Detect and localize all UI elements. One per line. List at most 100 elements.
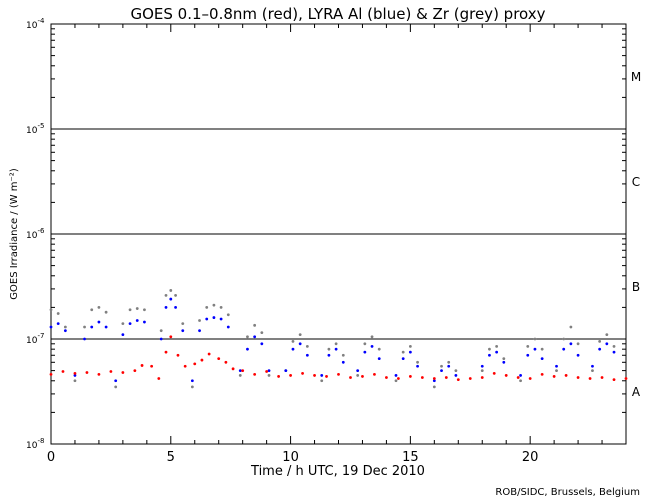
y-tick-label: 10-6 — [26, 227, 45, 241]
data-point — [605, 333, 609, 337]
data-point — [612, 378, 616, 382]
data-point — [363, 342, 367, 346]
data-point — [420, 376, 424, 379]
data-point — [564, 374, 568, 377]
data-point — [502, 360, 506, 364]
data-point — [49, 373, 53, 376]
data-point — [605, 342, 609, 346]
data-point — [150, 364, 154, 368]
data-point — [164, 350, 168, 354]
data-point — [394, 379, 398, 383]
data-point — [291, 347, 295, 351]
x-tick-label: 15 — [402, 450, 419, 465]
data-point — [277, 375, 281, 378]
data-point — [224, 360, 228, 364]
data-point — [114, 385, 118, 389]
data-point — [526, 353, 530, 357]
data-point — [540, 357, 544, 361]
data-point — [480, 376, 484, 379]
data-point — [334, 342, 338, 346]
data-point — [401, 357, 405, 361]
data-point — [502, 357, 506, 361]
data-point — [284, 369, 288, 373]
data-point — [63, 325, 67, 329]
data-point — [97, 305, 101, 309]
data-point — [226, 325, 230, 329]
y-tick-label: 10-4 — [26, 17, 45, 31]
data-point — [370, 345, 374, 348]
data-point — [97, 320, 101, 324]
data-point — [516, 376, 520, 379]
data-point — [212, 303, 216, 307]
data-point — [444, 376, 448, 379]
data-point — [97, 373, 101, 376]
data-point — [327, 347, 331, 351]
data-point — [83, 337, 86, 341]
data-point — [181, 329, 185, 333]
data-point — [121, 371, 125, 374]
data-point — [181, 322, 185, 326]
data-point — [56, 322, 60, 326]
data-point — [73, 372, 77, 375]
data-point — [363, 350, 367, 354]
data-point — [143, 320, 146, 324]
data-point — [157, 377, 161, 380]
data-point — [562, 337, 566, 341]
data-point — [298, 333, 302, 337]
data-point — [109, 370, 113, 373]
credit-text: ROB/SIDC, Brussels, Belgium — [495, 487, 640, 498]
data-point — [301, 372, 304, 375]
data-point — [169, 289, 173, 292]
data-point — [447, 360, 451, 364]
data-point — [408, 345, 412, 348]
data-point — [133, 369, 137, 373]
y-tick-label: 10-5 — [26, 122, 44, 136]
flare-class-labels: A B C M — [631, 70, 641, 399]
data-point — [555, 369, 558, 373]
data-point — [488, 347, 491, 351]
data-point — [540, 347, 544, 351]
class-label: B — [632, 280, 640, 294]
data-point — [334, 347, 338, 351]
series-red — [49, 335, 628, 382]
data-point — [291, 339, 295, 343]
data-point — [569, 342, 573, 346]
data-point — [396, 377, 400, 380]
data-point — [56, 312, 60, 315]
data-point — [533, 337, 537, 341]
data-point — [492, 372, 496, 375]
data-point — [183, 364, 187, 368]
data-point — [480, 369, 484, 373]
data-point — [238, 369, 242, 373]
data-point — [320, 379, 324, 383]
data-point — [401, 350, 405, 354]
data-point — [135, 319, 139, 322]
data-point — [468, 377, 472, 380]
data-point — [349, 376, 352, 379]
data-point — [373, 373, 376, 376]
data-point — [169, 335, 173, 339]
data-point — [176, 353, 180, 357]
data-point — [114, 379, 118, 383]
data-point — [90, 308, 94, 312]
data-point — [253, 335, 257, 339]
series-grey — [49, 289, 616, 389]
data-point — [480, 364, 484, 368]
data-point — [159, 329, 163, 333]
data-point — [289, 374, 292, 377]
data-point — [612, 350, 616, 354]
data-point — [576, 376, 580, 379]
data-point — [325, 375, 328, 378]
data-point — [164, 305, 168, 309]
x-tick-label: 0 — [47, 450, 55, 465]
data-point — [219, 305, 223, 309]
data-point — [169, 297, 173, 301]
data-point — [198, 319, 201, 322]
data-point — [90, 325, 94, 329]
data-point — [49, 325, 53, 329]
data-point — [454, 369, 458, 373]
flare-class-lines — [51, 128, 626, 340]
chart-title: GOES 0.1–0.8nm (red), LYRA Al (blue) & Z… — [130, 5, 545, 23]
data-point — [83, 325, 86, 329]
data-point — [212, 316, 216, 319]
